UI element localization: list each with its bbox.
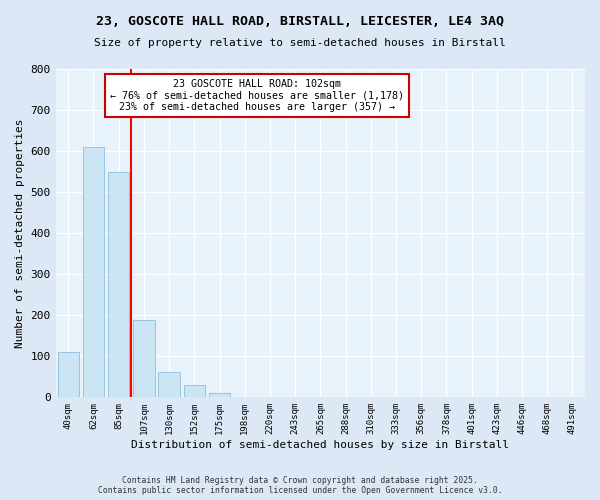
Bar [58,352,79,398]
Bar [133,320,155,398]
Y-axis label: Number of semi-detached properties: Number of semi-detached properties [15,118,25,348]
Bar [158,372,180,398]
Bar [209,393,230,398]
Bar [184,385,205,398]
Text: 23 GOSCOTE HALL ROAD: 102sqm
← 76% of semi-detached houses are smaller (1,178)
2: 23 GOSCOTE HALL ROAD: 102sqm ← 76% of se… [110,79,404,112]
X-axis label: Distribution of semi-detached houses by size in Birstall: Distribution of semi-detached houses by … [131,440,509,450]
Text: Contains HM Land Registry data © Crown copyright and database right 2025.
Contai: Contains HM Land Registry data © Crown c… [98,476,502,495]
Bar [108,172,130,398]
Text: Size of property relative to semi-detached houses in Birstall: Size of property relative to semi-detach… [94,38,506,48]
Bar [83,147,104,398]
Text: 23, GOSCOTE HALL ROAD, BIRSTALL, LEICESTER, LE4 3AQ: 23, GOSCOTE HALL ROAD, BIRSTALL, LEICEST… [96,15,504,28]
